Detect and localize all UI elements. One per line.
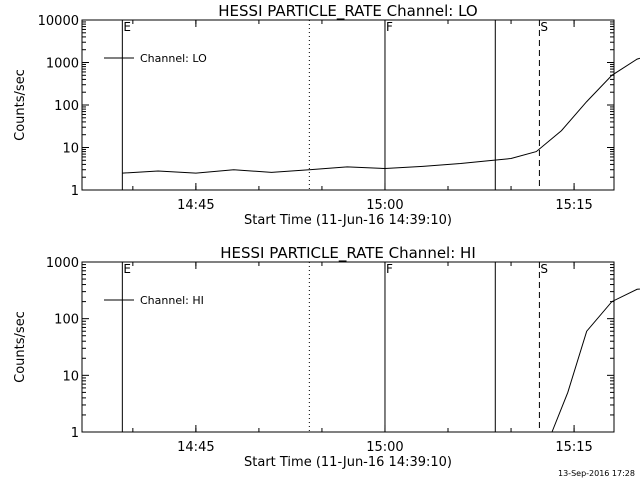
event-marker-flag: F — [386, 20, 393, 34]
y-tick-label: 1000 — [46, 57, 79, 72]
x-axis-label: Start Time (11-Jun-16 14:39:10) — [244, 213, 452, 228]
timestamp-footer: 13-Sep-2016 17:28 — [558, 469, 635, 478]
y-axis-label: Counts/sec — [13, 311, 28, 383]
chart-title: HESSI PARTICLE_RATE Channel: HI — [220, 244, 476, 263]
series-line — [551, 288, 640, 433]
y-tick-label: 1 — [71, 426, 79, 441]
y-tick-label: 100 — [54, 99, 79, 114]
event-marker-flag: S — [540, 20, 548, 34]
plot-frame — [81, 261, 615, 433]
x-tick-label: 15:15 — [555, 198, 592, 213]
y-tick-label: 10 — [62, 369, 79, 384]
x-axis-label: Start Time (11-Jun-16 14:39:10) — [244, 455, 452, 470]
x-tick-label: 15:15 — [555, 440, 592, 455]
y-tick-label: 1 — [71, 184, 79, 199]
y-tick-label: 10000 — [38, 14, 79, 29]
series-line — [122, 57, 640, 174]
plot-frame — [81, 19, 615, 191]
x-tick-label: 15:00 — [366, 440, 403, 455]
event-marker-flag: F — [386, 262, 393, 276]
event-marker-flag: E — [123, 262, 131, 276]
x-tick-label: 15:00 — [366, 198, 403, 213]
y-tick-label: 100 — [54, 313, 79, 328]
chart-title: HESSI PARTICLE_RATE Channel: LO — [218, 2, 477, 21]
y-axis-label: Counts/sec — [13, 69, 28, 141]
legend-label: Channel: LO — [140, 52, 207, 65]
x-tick-label: 14:45 — [177, 198, 214, 213]
y-tick-label: 10 — [62, 142, 79, 157]
y-tick-label: 1000 — [46, 256, 79, 271]
x-tick-label: 14:45 — [177, 440, 214, 455]
legend-label: Channel: HI — [140, 294, 204, 307]
event-marker-flag: E — [123, 20, 131, 34]
event-marker-flag: S — [540, 262, 548, 276]
